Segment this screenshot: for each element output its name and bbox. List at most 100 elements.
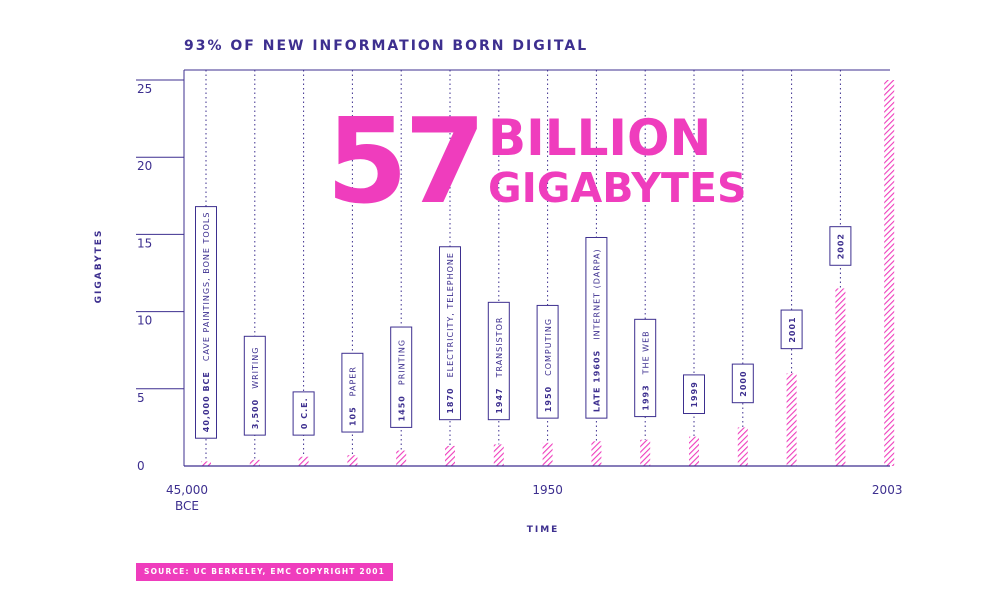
headline-line1: BILLION [488,109,711,167]
event-name: THE WEB [641,330,650,375]
event-name: WRITING [251,347,260,389]
source-note: SOURCE: UC BERKELEY, EMC COPYRIGHT 2001 [136,563,394,581]
event-label-text: 2002 [837,233,846,259]
event-label-text: LATE 1960S INTERNET (DARPA) [593,248,602,412]
event-label: 0 C.E. [292,391,315,436]
event-year: 40,000 BCE [202,371,211,432]
event-label: 1870 ELECTRICITY, TELEPHONE [439,246,461,421]
x-axis-label: TIME [527,525,560,535]
event-name: INTERNET (DARPA) [593,248,602,339]
event-label-text: 2001 [788,316,797,342]
event-year: 1870 [446,387,455,413]
bar [884,80,895,466]
event-label: 1947 TRANSISTOR [487,301,510,421]
y-tick-label: 0 [137,459,145,473]
event-label-text: 3,500 WRITING [251,347,260,430]
event-name: COMPUTING [544,318,553,376]
event-label: 2000 [731,363,754,404]
event-label-text: 1450 PRINTING [397,339,406,421]
event-label: 2002 [829,226,852,266]
event-year: 1999 [690,381,699,407]
event-year: 2000 [739,370,748,396]
event-label: 3,500 WRITING [243,335,266,436]
event-label-text: 105 PAPER [349,366,358,426]
bar [249,459,260,466]
event-label-box [585,236,608,419]
y-tick-label: 10 [137,314,152,328]
event-label-text: 1947 TRANSISTOR [495,317,504,414]
x-axis: 45,000 BCE 1950 2003 [166,465,903,513]
bar [347,455,358,466]
event-year: 2002 [837,233,846,259]
event-label-text: 0 C.E. [300,397,309,429]
bar [591,441,602,466]
x-tick-label: 1950 [532,483,563,497]
event-name: ELECTRICITY, TELEPHONE [446,252,455,377]
headline: 57 BILLION GIGABYTES [326,92,747,230]
event-label-box [243,335,266,436]
event-label-box [536,304,559,419]
x-tick-sublabel: BCE [175,499,199,513]
event-label: 1450 PRINTING [390,326,413,428]
event-label: LATE 1960S INTERNET (DARPA) [585,236,608,419]
y-tick-label: 25 [137,82,152,96]
y-axis-label: GIGABYTES [94,229,104,304]
event-name: TRANSISTOR [495,317,504,379]
bar [640,439,651,466]
bar [542,442,553,466]
event-label-box [487,301,510,421]
event-year: 3,500 [251,399,260,429]
event-year: 1950 [544,386,553,412]
bars [201,80,895,466]
event-year: 105 [349,406,358,426]
event-label-text: 1999 [690,381,699,407]
y-tick-label: 20 [137,159,152,173]
event-year: 2001 [788,316,797,342]
event-label-text: 1870 ELECTRICITY, TELEPHONE [446,252,455,414]
event-label-box [341,352,364,433]
event-label-box [390,326,413,428]
event-label-box [439,246,461,421]
bar [493,444,504,466]
event-label: 2001 [780,309,803,350]
bar [737,427,748,466]
event-year: LATE 1960S [593,350,602,412]
bar [201,461,211,466]
event-label: 1993 THE WEB [634,318,657,418]
event-label: 1950 COMPUTING [536,304,559,419]
event-label-text: 1993 THE WEB [641,330,650,410]
event-label-text: 1950 COMPUTING [544,318,553,412]
event-label-box [780,309,803,350]
event-label: 105 PAPER [341,352,364,433]
y-tick-label: 15 [137,236,152,250]
event-label-text: 2000 [739,370,748,396]
event-label-box [195,206,217,439]
headline-number: 57 [326,92,482,230]
chart-title: 93% OF NEW INFORMATION BORN DIGITAL [184,38,588,54]
x-tick-label: 2003 [872,483,903,497]
event-year: 1947 [495,387,504,413]
event-label-box [292,391,315,436]
headline-line2: GIGABYTES [488,164,747,212]
event-label-box [731,363,754,404]
x-tick-label: 45,000 [166,483,208,497]
bar [396,450,407,466]
event-year: 0 C.E. [300,397,309,429]
event-name: PAPER [349,366,358,396]
y-tick-label: 5 [137,391,145,405]
event-label-box [634,318,657,418]
event-year: 1450 [397,395,406,421]
bar [689,436,699,466]
event-label-box [829,226,852,266]
bar [835,288,846,466]
event-label: 40,000 BCE CAVE PAINTINGS, BONE TOOLS [195,206,217,439]
event-label-box [683,374,705,415]
y-axis: 0 5 10 15 20 25 [136,69,890,473]
bar [298,456,309,466]
bar [786,373,797,466]
event-label-text: 40,000 BCE CAVE PAINTINGS, BONE TOOLS [202,212,211,433]
bar [445,445,455,466]
event-name: CAVE PAINTINGS, BONE TOOLS [202,212,211,362]
event-label: 1999 [683,374,705,415]
